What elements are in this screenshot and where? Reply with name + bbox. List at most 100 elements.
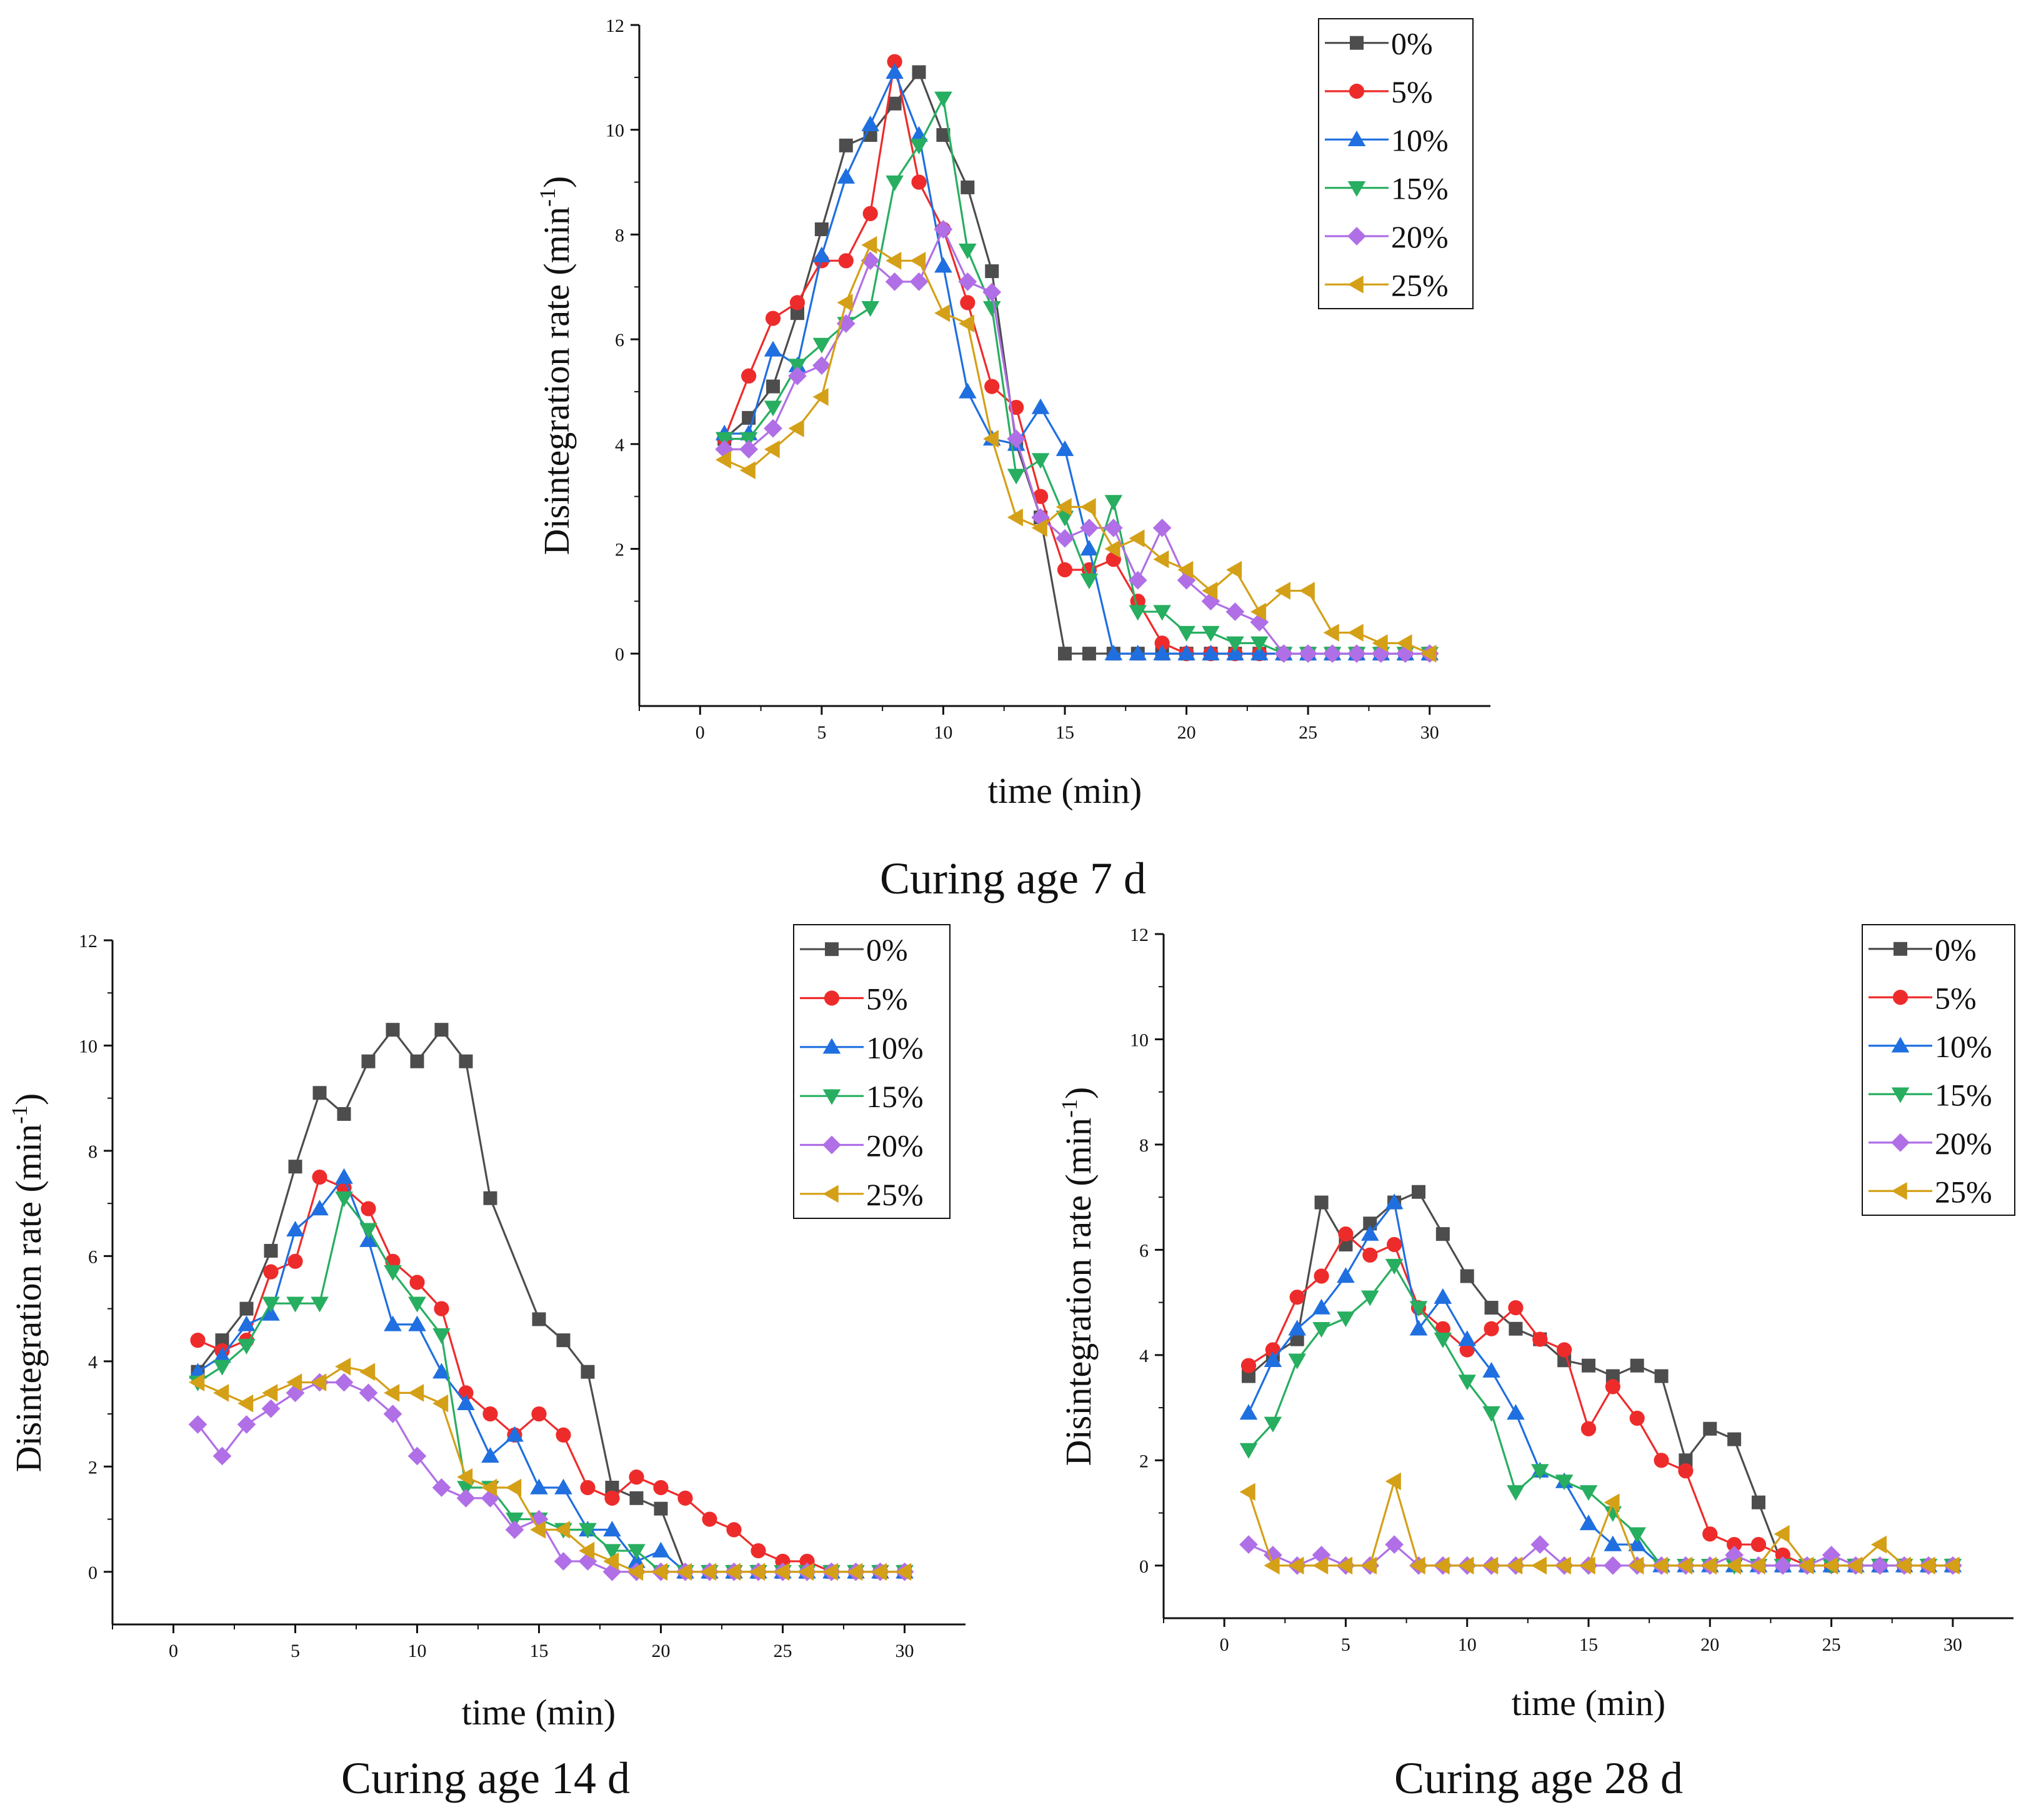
data-point [1409, 1556, 1425, 1575]
series-25pct [715, 236, 1437, 663]
data-point [739, 432, 758, 448]
x-axis-title: time (min) [1512, 1683, 1665, 1723]
data-point [1055, 440, 1074, 456]
data-point [1032, 489, 1049, 504]
data-point [1628, 1527, 1647, 1543]
data-point [1239, 1404, 1258, 1420]
legend-label: 5% [1391, 74, 1433, 109]
legend-label: 20% [866, 1128, 924, 1163]
x-tick-label: 5 [291, 1641, 300, 1661]
legend-box [1862, 924, 2015, 1216]
data-point [506, 1478, 522, 1497]
data-point [1412, 1185, 1425, 1199]
data-point [1312, 1322, 1330, 1338]
data-point [839, 138, 853, 152]
data-point [887, 54, 902, 69]
data-point [506, 1512, 524, 1528]
data-point [1459, 1342, 1475, 1358]
data-point [1250, 602, 1267, 621]
data-point [1153, 605, 1171, 621]
data-point [1484, 1301, 1499, 1315]
y-axis-title-main: Disintegration rate (min [1058, 1118, 1099, 1466]
data-point [1129, 605, 1147, 621]
data-point [1507, 1485, 1525, 1501]
data-point [1435, 1321, 1450, 1336]
data-point [1057, 562, 1073, 578]
data-point [764, 440, 780, 459]
x-tick-label: 10 [934, 722, 952, 743]
data-point [1654, 1453, 1669, 1468]
data-point [286, 1220, 304, 1236]
data-point [1530, 1464, 1549, 1480]
data-point [1250, 636, 1269, 652]
x-tick-label: 10 [408, 1641, 427, 1661]
data-point [1360, 1290, 1379, 1306]
data-point [886, 175, 904, 191]
data-point [871, 1563, 887, 1581]
data-point [1385, 1193, 1404, 1210]
data-point [239, 1301, 254, 1316]
data-point [189, 1363, 207, 1379]
data-point [1104, 519, 1123, 537]
data-point [432, 1478, 451, 1497]
data-point [702, 1511, 717, 1527]
legend-label: 0% [1391, 26, 1433, 61]
y-tick-label: 8 [88, 1141, 97, 1162]
data-point [1654, 1369, 1669, 1383]
data-point [654, 1501, 668, 1516]
data-point [1628, 1535, 1647, 1551]
legend-label: 25% [1391, 267, 1449, 302]
data-point [887, 96, 902, 111]
data-point [579, 1541, 595, 1560]
y-axis-title-superscript: -1 [7, 1105, 32, 1124]
data-point [361, 1201, 376, 1216]
data-point [934, 220, 953, 239]
data-point [1458, 1556, 1474, 1575]
legend-label: 15% [866, 1079, 924, 1114]
data-point [1226, 560, 1242, 579]
legend-label: 15% [1391, 171, 1449, 206]
data-point [1582, 1358, 1595, 1373]
data-point [1055, 498, 1072, 516]
y-tick-label: 10 [1130, 1030, 1149, 1050]
data-point [959, 314, 975, 333]
data-point [1153, 644, 1171, 660]
legend-label: 10% [1391, 122, 1449, 157]
data-point [959, 243, 977, 259]
data-point [286, 1296, 304, 1313]
data-point [959, 382, 977, 399]
data-point [1323, 624, 1339, 642]
data-point [1337, 1556, 1353, 1575]
data-point [530, 1521, 546, 1539]
data-point [1579, 1556, 1595, 1575]
legend-marker [822, 1038, 841, 1054]
legend-marker [1347, 181, 1366, 197]
data-point [774, 1563, 790, 1581]
data-point [481, 1447, 499, 1463]
data-point [1774, 1524, 1790, 1543]
data-point [603, 1521, 621, 1537]
data-point [1944, 1556, 1960, 1575]
y-tick-label: 4 [88, 1352, 97, 1373]
data-point [1385, 1535, 1404, 1554]
data-point [982, 430, 999, 448]
data-point [1580, 1421, 1597, 1436]
data-point [1409, 1301, 1428, 1317]
data-point [1226, 636, 1244, 652]
data-point [1409, 1320, 1428, 1336]
data-point [627, 1544, 646, 1560]
data-point [1750, 1536, 1767, 1553]
x-tick-label: 15 [530, 1641, 549, 1661]
data-point [726, 1522, 742, 1538]
data-point [408, 1296, 426, 1313]
data-point [213, 1384, 229, 1402]
data-point [764, 400, 782, 417]
data-point [1604, 1556, 1622, 1575]
data-point [434, 1023, 449, 1037]
data-point [189, 1373, 205, 1391]
legend-item-10pct: 10% [800, 1030, 924, 1065]
data-point [386, 1023, 400, 1037]
data-point [1420, 644, 1437, 663]
data-point [408, 1315, 426, 1331]
chart-caption: Curing age 7 d [880, 853, 1146, 903]
